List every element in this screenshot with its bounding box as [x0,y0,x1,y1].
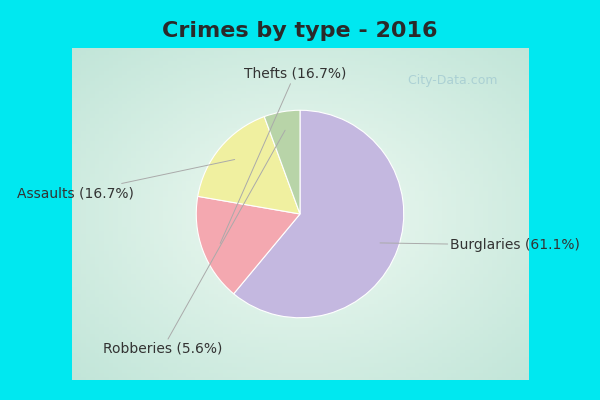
Text: City-Data.com: City-Data.com [404,74,497,87]
Wedge shape [233,110,404,318]
Text: Burglaries (61.1%): Burglaries (61.1%) [380,238,580,252]
Text: Robberies (5.6%): Robberies (5.6%) [103,130,285,356]
Wedge shape [264,110,300,214]
Title: Crimes by type - 2016: Crimes by type - 2016 [162,21,438,41]
Wedge shape [196,196,300,294]
Text: Thefts (16.7%): Thefts (16.7%) [220,67,346,244]
Text: Assaults (16.7%): Assaults (16.7%) [17,160,235,200]
Wedge shape [198,116,300,214]
